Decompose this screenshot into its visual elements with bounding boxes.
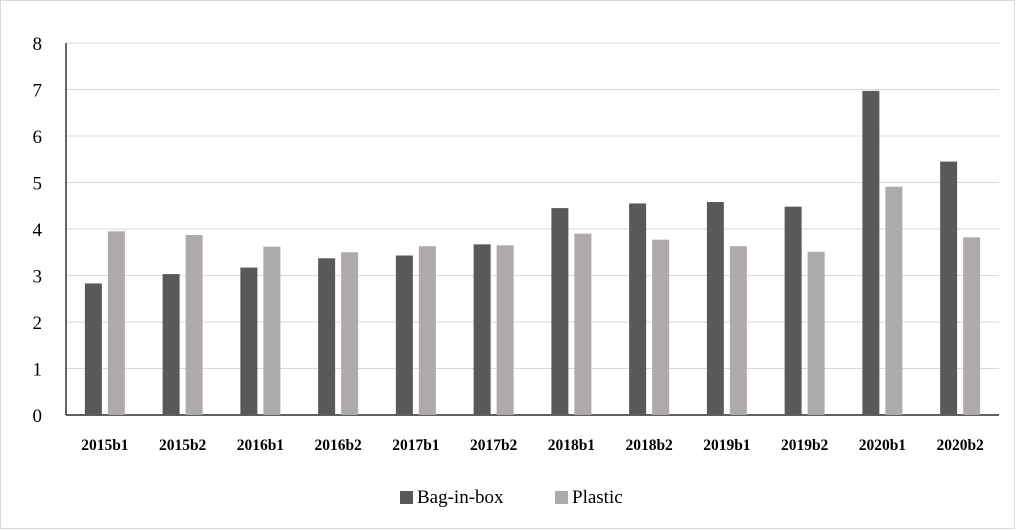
y-tick-label: 1 (33, 360, 43, 381)
bar-bag-in-box-2020b2 (940, 161, 958, 415)
bar-plastic-2018b1 (574, 233, 592, 415)
y-tick-label: 2 (33, 313, 43, 334)
legend-swatch-bag-in-box (400, 491, 413, 504)
x-tick-label: 2017b1 (392, 437, 439, 454)
bar-bag-in-box-2017b2 (473, 244, 491, 415)
x-tick-label: 2019b2 (781, 437, 829, 454)
y-axis-ticks: 0 1 2 3 4 5 6 7 8 (33, 34, 43, 427)
bar-bag-in-box-2015b2 (162, 274, 180, 415)
y-tick-label: 6 (33, 127, 43, 148)
bar-plastic-2015b1 (107, 231, 125, 415)
bar-bag-in-box-2015b1 (84, 283, 102, 415)
x-tick-label: 2016b2 (314, 437, 362, 454)
legend-swatch-plastic (555, 491, 568, 504)
bars (84, 90, 981, 416)
x-tick-label: 2020b1 (859, 437, 906, 454)
bar-bag-in-box-2018b1 (551, 208, 569, 415)
x-tick-label: 2017b2 (470, 437, 518, 454)
bar-plastic-2019b2 (807, 251, 825, 415)
y-tick-label: 3 (33, 267, 43, 288)
bar-plastic-2020b1 (885, 186, 903, 415)
bar-plastic-2019b1 (729, 246, 747, 415)
bar-bag-in-box-2019b2 (784, 206, 802, 415)
y-tick-label: 4 (33, 220, 43, 241)
x-tick-label: 2018b1 (548, 437, 595, 454)
x-tick-label: 2016b1 (237, 437, 284, 454)
bar-plastic-2016b1 (263, 246, 281, 415)
bar-bag-in-box-2016b2 (318, 258, 336, 415)
x-tick-label: 2019b1 (703, 437, 750, 454)
x-tick-label: 2015b2 (159, 437, 207, 454)
bar-plastic-2015b2 (185, 235, 203, 415)
y-tick-label: 7 (33, 81, 43, 102)
bar-bag-in-box-2016b1 (240, 267, 258, 415)
bar-plastic-2017b2 (496, 245, 514, 415)
x-axis-ticks: 2015b1 2015b2 2016b1 2016b2 2017b1 2017b2 2018… (81, 437, 984, 454)
bar-plastic-2020b2 (963, 237, 981, 415)
bar-bag-in-box-2017b1 (395, 255, 413, 415)
legend-label: Plastic (572, 487, 623, 508)
gridlines (65, 42, 999, 416)
bar-plastic-2016b2 (341, 252, 359, 415)
x-tick-label: 2020b2 (936, 437, 984, 454)
x-tick-label: 2015b1 (81, 437, 128, 454)
legend-label: Bag-in-box (417, 487, 504, 508)
x-tick-label: 2018b2 (625, 437, 673, 454)
bar-plastic-2017b1 (418, 246, 436, 415)
bar-bag-in-box-2020b1 (862, 90, 880, 416)
y-tick-label: 0 (33, 406, 43, 427)
bar-bag-in-box-2019b1 (706, 202, 724, 415)
bar-bag-in-box-2018b2 (629, 203, 647, 415)
y-tick-label: 8 (33, 34, 43, 55)
bar-plastic-2018b2 (652, 239, 670, 415)
y-tick-label: 5 (33, 174, 43, 195)
legend: Bag-in-box Plastic (400, 487, 623, 508)
